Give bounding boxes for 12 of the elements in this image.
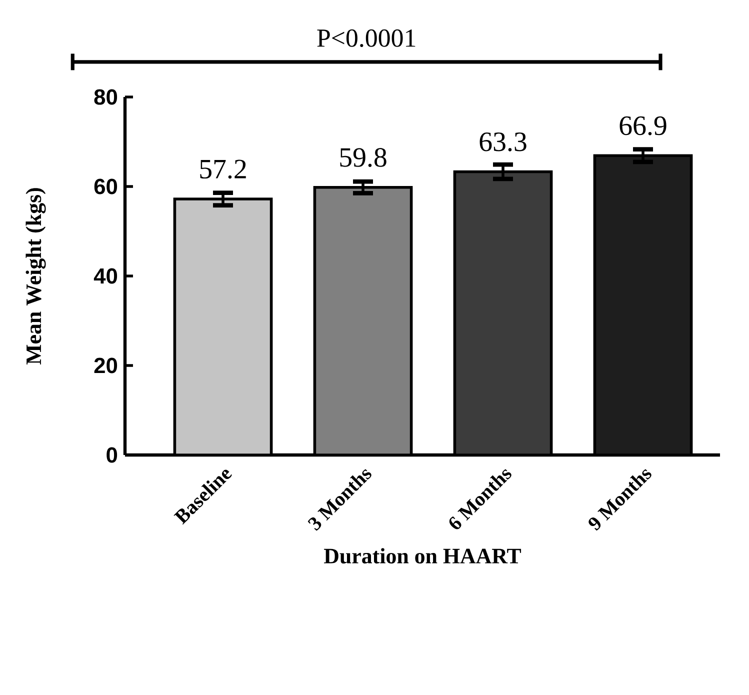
- data-label: 59.8: [340, 148, 386, 168]
- y-axis-title: Mean Weight (kgs): [26, 188, 46, 365]
- data-label: 57.2: [200, 160, 246, 179]
- y-tick-label: 80: [94, 89, 118, 105]
- y-tick-label: 0: [106, 447, 118, 463]
- x-axis-title: Duration on HAART: [324, 548, 522, 564]
- data-label: 63.3: [480, 132, 526, 152]
- y-tick-label: 60: [94, 178, 118, 194]
- y-tick-label: 20: [94, 358, 118, 374]
- y-tick-label: 40: [94, 268, 118, 284]
- text: P<0.0001: [317, 29, 416, 48]
- data-label: 66.9: [620, 116, 666, 136]
